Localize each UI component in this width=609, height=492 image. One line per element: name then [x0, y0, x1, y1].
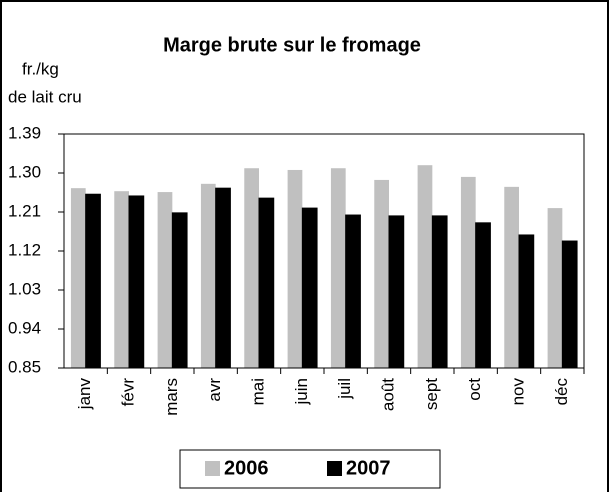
bar — [504, 186, 519, 368]
bar — [417, 165, 433, 368]
x-tick-label: mai — [248, 378, 267, 405]
bar — [388, 215, 405, 369]
x-tick-label: sept — [422, 378, 441, 410]
legend-swatch — [205, 461, 220, 476]
legend-swatch — [327, 461, 342, 476]
bar — [547, 208, 563, 368]
y-tick-label: 0.94 — [8, 318, 41, 337]
bar — [287, 169, 303, 368]
x-tick-label: août — [378, 378, 397, 411]
y-tick-label: 1.21 — [8, 201, 41, 220]
bar — [258, 197, 275, 369]
x-tick-label: févr — [118, 378, 137, 407]
bar — [330, 168, 346, 368]
y-tick-label: 1.03 — [8, 279, 41, 298]
x-tick-label: nov — [508, 378, 527, 406]
bar — [244, 168, 259, 368]
bar — [171, 212, 188, 369]
legend-label: 2007 — [346, 457, 391, 479]
y-axis-label: de lait cru — [8, 87, 82, 106]
bar — [157, 192, 173, 368]
bar — [374, 179, 389, 368]
chart-title: Marge brute sur le fromage — [163, 34, 421, 56]
bar — [128, 195, 145, 369]
y-tick-label: 0.85 — [8, 357, 41, 376]
x-tick-label: oct — [465, 378, 484, 401]
bar — [431, 215, 448, 369]
bar — [561, 240, 578, 369]
x-tick-label: mars — [162, 378, 181, 416]
bar — [114, 191, 129, 368]
plot-frame — [63, 133, 585, 369]
y-axis-label: fr./kg — [22, 59, 59, 78]
bar — [200, 183, 216, 368]
bar — [215, 187, 231, 369]
x-tick-label: janv — [75, 378, 94, 411]
x-tick-label: déc — [552, 378, 571, 406]
bar — [85, 193, 101, 369]
legend-box — [179, 449, 441, 489]
x-tick-label: juil — [335, 378, 354, 400]
bar — [301, 207, 318, 369]
legend-label: 2006 — [224, 457, 269, 479]
bar — [460, 176, 476, 368]
y-tick-label: 1.30 — [8, 162, 41, 181]
bar — [475, 222, 491, 369]
bar — [70, 188, 86, 368]
y-tick-label: 1.39 — [8, 123, 41, 142]
x-tick-label: juin — [292, 378, 311, 405]
bar — [518, 234, 535, 369]
y-tick-label: 1.12 — [8, 240, 41, 259]
x-tick-label: avr — [205, 378, 224, 402]
bar — [345, 214, 361, 369]
